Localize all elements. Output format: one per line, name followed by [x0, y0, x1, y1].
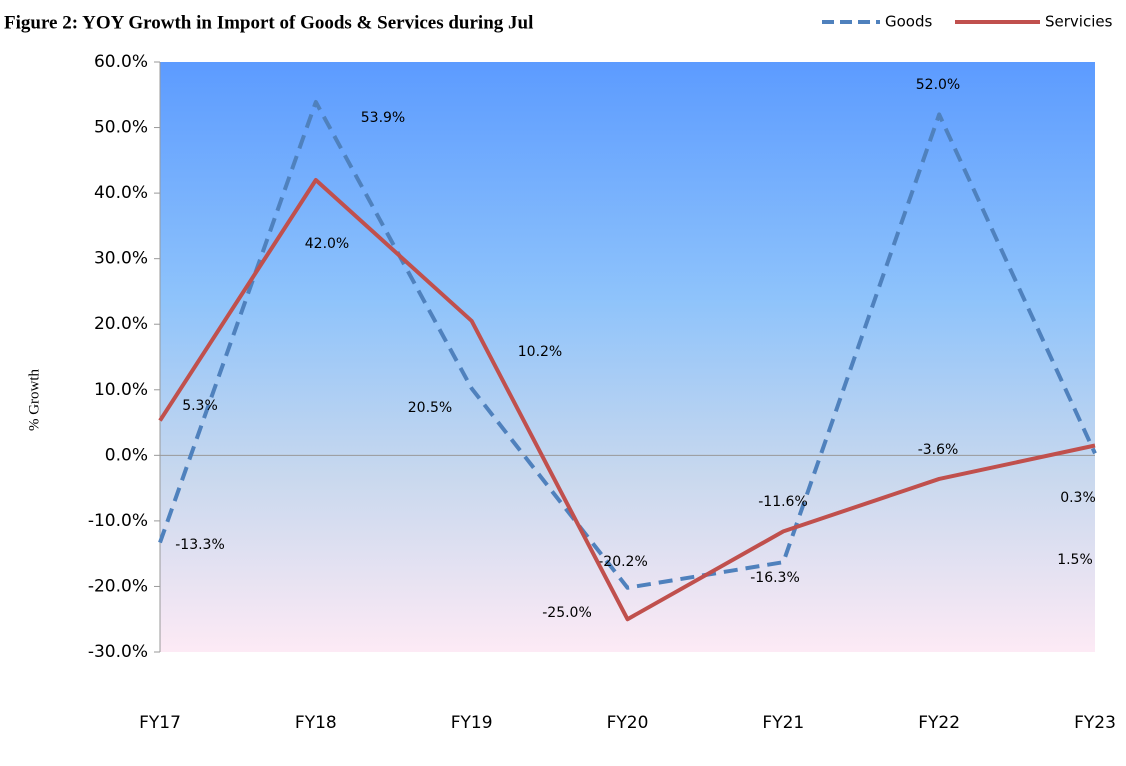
- chart-title: Figure 2: YOY Growth in Import of Goods …: [4, 12, 533, 33]
- data-label: -16.3%: [750, 570, 800, 586]
- y-tick-label: 50.0%: [94, 118, 148, 138]
- y-tick-label: 30.0%: [94, 249, 148, 269]
- data-label: 52.0%: [916, 77, 960, 93]
- data-label: 10.2%: [518, 344, 562, 360]
- y-tick-label: -30.0%: [88, 642, 148, 662]
- x-tick-label: FY20: [607, 713, 649, 733]
- x-tick-label: FY17: [139, 713, 181, 733]
- data-label: -11.6%: [758, 494, 808, 510]
- y-axis-label: % Growth: [26, 368, 42, 431]
- x-tick-label: FY19: [451, 713, 493, 733]
- data-label: 20.5%: [408, 400, 452, 416]
- data-label: 0.3%: [1060, 490, 1096, 506]
- x-tick-label: FY23: [1074, 713, 1116, 733]
- series-line: [158, 178, 1096, 622]
- data-label: 53.9%: [361, 110, 405, 126]
- y-tick-label: 60.0%: [94, 52, 148, 72]
- plot-area: [160, 62, 1095, 652]
- data-label: 42.0%: [305, 236, 349, 252]
- data-label: -3.6%: [918, 442, 959, 458]
- x-tick-label: FY22: [918, 713, 960, 733]
- data-label: -25.0%: [542, 605, 592, 621]
- x-tick-label: FY21: [762, 713, 804, 733]
- data-label: -13.3%: [175, 537, 225, 553]
- x-tick-label: FY18: [295, 713, 337, 733]
- legend-label: Goods: [885, 13, 932, 31]
- y-tick-label: -20.0%: [88, 576, 148, 596]
- series-line: [158, 99, 1097, 590]
- legend-label: Servicies: [1045, 13, 1113, 31]
- y-tick-label: 40.0%: [94, 183, 148, 203]
- data-label: 1.5%: [1057, 552, 1093, 568]
- y-tick-label: 20.0%: [94, 314, 148, 334]
- data-label: -20.2%: [598, 554, 648, 570]
- y-tick-label: 10.0%: [94, 380, 148, 400]
- data-label: 5.3%: [182, 398, 218, 414]
- y-tick-label: -10.0%: [88, 511, 148, 531]
- y-tick-label: 0.0%: [105, 445, 148, 465]
